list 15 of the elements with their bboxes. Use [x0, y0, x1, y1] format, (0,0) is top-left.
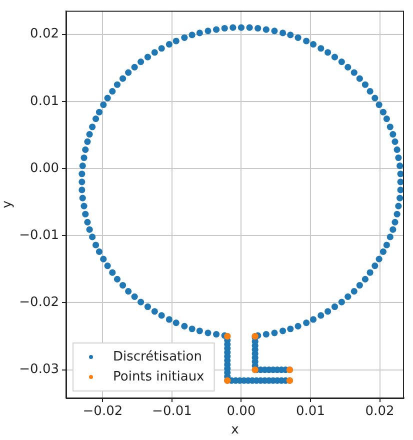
y-axis-title: y — [0, 200, 16, 208]
y-tick-label: 0.01 — [30, 94, 59, 109]
x-tick-label: 0.02 — [365, 404, 394, 420]
y-tick-label: −0.03 — [19, 362, 59, 378]
y-tick-label: −0.02 — [19, 295, 59, 310]
x-tick-label: 0.01 — [296, 404, 325, 420]
x-axis-title: x — [231, 422, 240, 438]
x-tick-label: −0.02 — [82, 404, 123, 420]
y-tick-label: 0.00 — [30, 160, 59, 176]
legend-label: Points initiaux — [113, 369, 205, 384]
legend-label: Discrétisation — [113, 349, 202, 364]
y-tick-label: 0.02 — [30, 26, 59, 42]
y-tick-label: −0.01 — [19, 228, 59, 243]
x-tick-label: 0.00 — [226, 404, 256, 420]
x-tick-label: −0.01 — [152, 404, 192, 420]
